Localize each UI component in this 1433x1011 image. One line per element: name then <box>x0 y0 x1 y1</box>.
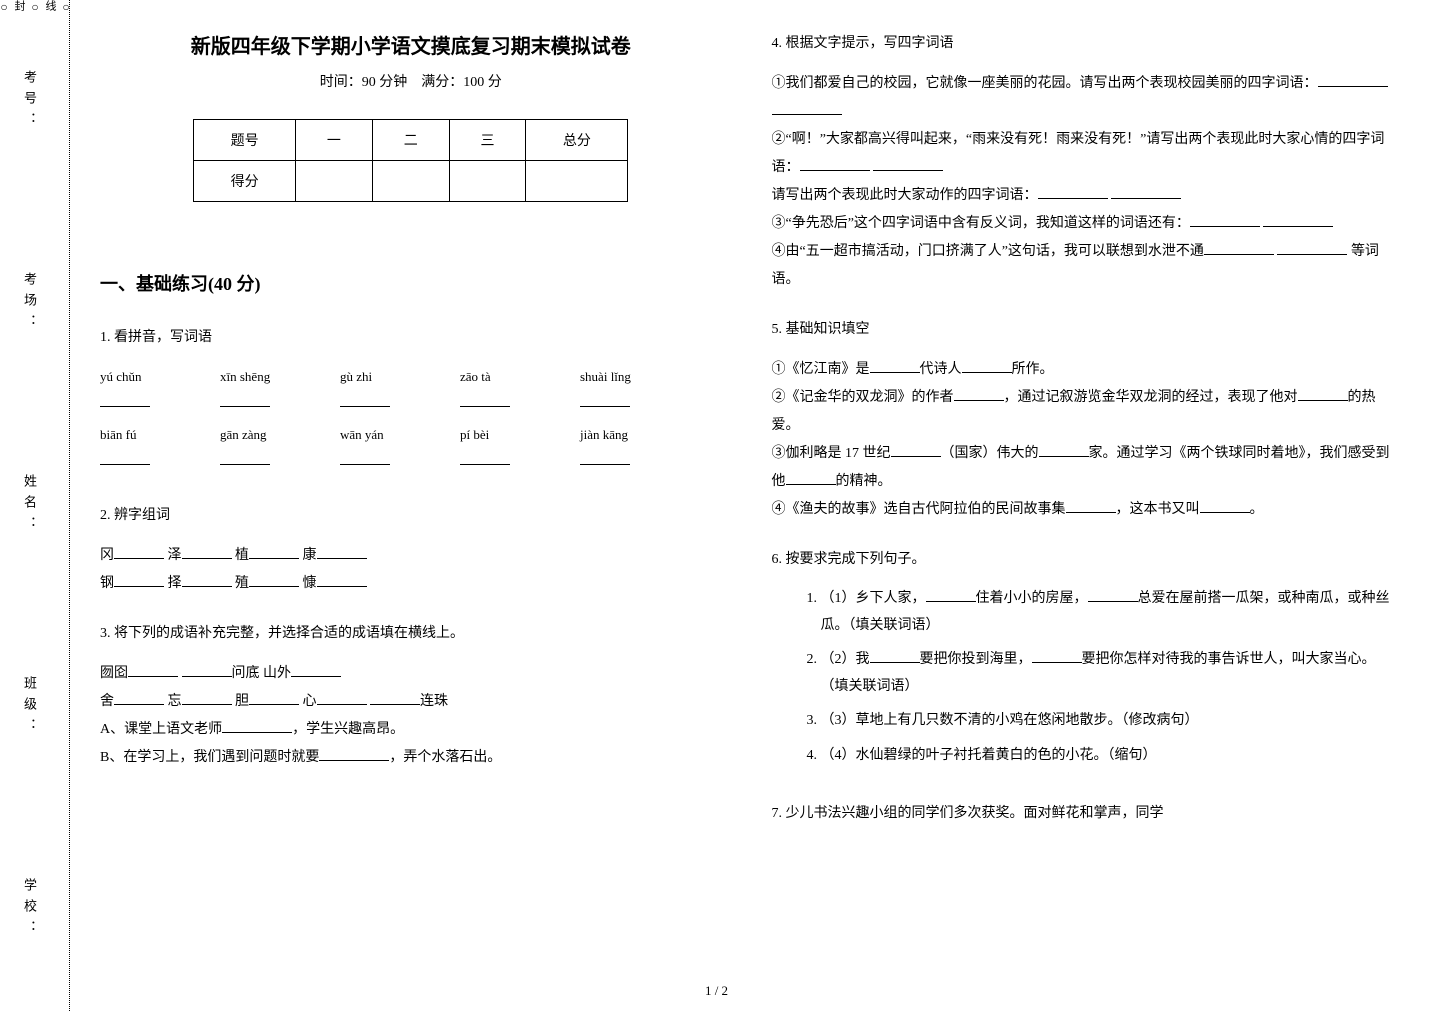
score-th: 三 <box>449 120 526 161</box>
q5-title: 5. 基础知识填空 <box>772 316 1394 344</box>
pinyin: gān zàng <box>220 422 300 448</box>
pinyin: zāo tà <box>460 364 540 390</box>
pinyin: yú chǔn <box>100 364 180 390</box>
q5-t: 所作。 <box>1012 362 1054 377</box>
q3-a-tail: ，学生兴趣高昂。 <box>292 722 404 737</box>
question-2: 2. 辨字组词 冈 泽 植 康 钢 择 殖 慷 <box>100 502 722 598</box>
q4-title: 4. 根据文字提示，写四字词语 <box>772 30 1394 58</box>
q5-t: 代诗人 <box>920 362 962 377</box>
question-6: 6. 按要求完成下列句子。 （1）乡下人家，住着小小的房屋，总爱在屋前搭一瓜架，… <box>772 546 1394 778</box>
pinyin: pí bèi <box>460 422 540 448</box>
q5-t: （国家）伟大的 <box>941 446 1039 461</box>
question-5: 5. 基础知识填空 ①《忆江南》是 代诗人 所作。 ②《记金华的双龙洞》的作者 ，通过… <box>772 316 1394 524</box>
score-table: 题号 一 二 三 总分 得分 <box>193 119 628 202</box>
pinyin: wān yán <box>340 422 420 448</box>
q3-text: 忘 <box>168 694 182 709</box>
q3-a: A、课堂上语文老师 <box>100 722 222 737</box>
q2-title: 2. 辨字组词 <box>100 502 722 530</box>
score-th: 题号 <box>194 120 296 161</box>
q1-title: 1. 看拼音，写词语 <box>100 324 722 352</box>
q2-char: 慷 <box>303 576 317 591</box>
exam-title: 新版四年级下学期小学语文摸底复习期末模拟试卷 <box>100 30 722 59</box>
q3-text: 囫囵 <box>100 666 128 681</box>
q5-t: ②《记金华的双龙洞》的作者 <box>772 390 954 405</box>
score-th: 一 <box>296 120 373 161</box>
question-4: 4. 根据文字提示，写四字词语 ①我们都爱自己的校园，它就像一座美丽的花园。请写… <box>772 30 1394 294</box>
q2-char: 冈 <box>100 548 114 563</box>
pinyin: jiàn kāng <box>580 422 660 448</box>
q3-text: 胆 <box>235 694 249 709</box>
score-cell <box>449 161 526 202</box>
q6-item: （4）水仙碧绿的叶子衬托着黄白的色的小花。（缩句） <box>821 743 1394 770</box>
q4-p4a: ④由“五一超市搞活动，门口挤满了人”这句话，我可以联想到水泄不通 <box>772 244 1204 259</box>
score-th: 二 <box>372 120 449 161</box>
q3-text: 连珠 <box>420 694 448 709</box>
q3-text: 问底 山外 <box>232 666 292 681</box>
q2-char: 植 <box>235 548 249 563</box>
q6-t: （2）我 <box>821 652 870 667</box>
margin-circle: ○ <box>27 0 42 1011</box>
q2-char: 殖 <box>235 576 249 591</box>
q3-b-tail: ，弄个水落石出。 <box>389 750 501 765</box>
q6-item: （3）草地上有几只数不清的小鸡在悠闲地散步。（修改病句） <box>821 708 1394 735</box>
section-heading: 一、基础练习(40 分) <box>100 270 722 296</box>
q5-t: 。 <box>1250 502 1264 517</box>
pinyin: gù zhi <box>340 364 420 390</box>
q4-p3: ③“争先恐后”这个四字词语中含有反义词，我知道这样的词语还有： <box>772 216 1190 231</box>
q4-p1: ①我们都爱自己的校园，它就像一座美丽的花园。请写出两个表现校园美丽的四字词语： <box>772 76 1318 91</box>
q5-t: ①《忆江南》是 <box>772 362 870 377</box>
margin-circle: ○ <box>58 0 73 1011</box>
pinyin: biān fú <box>100 422 180 448</box>
q3-text: 舍 <box>100 694 114 709</box>
right-column: 4. 根据文字提示，写四字词语 ①我们都爱自己的校园，它就像一座美丽的花园。请写… <box>772 30 1394 991</box>
pinyin: xīn shēng <box>220 364 300 390</box>
q6-item: （1）乡下人家，住着小小的房屋，总爱在屋前搭一瓜架，或种南瓜，或种丝瓜。（填关联… <box>821 586 1394 639</box>
q2-char: 泽 <box>168 548 182 563</box>
q5-t: ，这本书又叫 <box>1116 502 1200 517</box>
question-3: 3. 将下列的成语补充完整，并选择合适的成语填在横线上。 囫囵 问底 山外 舍 … <box>100 620 722 772</box>
q6-t: 住着小小的房屋， <box>976 591 1088 606</box>
q4-p2b: 请写出两个表现此时大家动作的四字词语： <box>772 188 1038 203</box>
page-number: 1 / 2 <box>705 983 728 999</box>
q6-t: 要把你投到海里， <box>920 652 1032 667</box>
q2-char: 钢 <box>100 576 114 591</box>
q3-b: B、在学习上，我们遇到问题时就要 <box>100 750 319 765</box>
q5-t: ，通过记叙游览金华双龙洞的经过，表现了他对 <box>1004 390 1298 405</box>
q5-t: ③伽利略是 17 世纪 <box>772 446 891 461</box>
q6-item: （2）我要把你投到海里，要把你怎样对待我的事告诉世人，叫大家当心。（填关联词语） <box>821 647 1394 700</box>
margin-circle: ○ <box>0 0 11 1011</box>
binding-margin: 考号： 考场： 姓名： 班级： 学校： ○ 线 ○ 封 ○ 密 ○ <box>0 0 70 1011</box>
score-cell <box>526 161 628 202</box>
q6-title: 6. 按要求完成下列句子。 <box>772 546 1394 574</box>
q2-char: 康 <box>303 548 317 563</box>
margin-mark-xian: 线 <box>42 0 58 1011</box>
score-cell <box>372 161 449 202</box>
pinyin: shuài lǐng <box>580 364 660 390</box>
q2-char: 择 <box>168 576 182 591</box>
question-1: 1. 看拼音，写词语 yú chǔn xīn shēng gù zhi zāo … <box>100 324 722 480</box>
exam-subtitle: 时间：90 分钟 满分：100 分 <box>100 71 722 91</box>
q6-t: （1）乡下人家， <box>821 591 926 606</box>
question-7: 7. 少儿书法兴趣小组的同学们多次获奖。面对鲜花和掌声，同学 <box>772 800 1394 828</box>
q5-t: ④《渔夫的故事》选自古代阿拉伯的民间故事集 <box>772 502 1066 517</box>
margin-mark-feng: 封 <box>11 0 27 1011</box>
score-cell <box>296 161 373 202</box>
left-column: 新版四年级下学期小学语文摸底复习期末模拟试卷 时间：90 分钟 满分：100 分… <box>100 30 722 991</box>
margin-seal-marks: ○ 线 ○ 封 ○ 密 ○ <box>0 0 73 1011</box>
q3-title: 3. 将下列的成语补充完整，并选择合适的成语填在横线上。 <box>100 620 722 648</box>
q3-text: 心 <box>303 694 317 709</box>
score-th: 总分 <box>526 120 628 161</box>
q5-t: 的精神。 <box>836 474 892 489</box>
score-row-label: 得分 <box>194 161 296 202</box>
q7-title: 7. 少儿书法兴趣小组的同学们多次获奖。面对鲜花和掌声，同学 <box>772 800 1394 828</box>
